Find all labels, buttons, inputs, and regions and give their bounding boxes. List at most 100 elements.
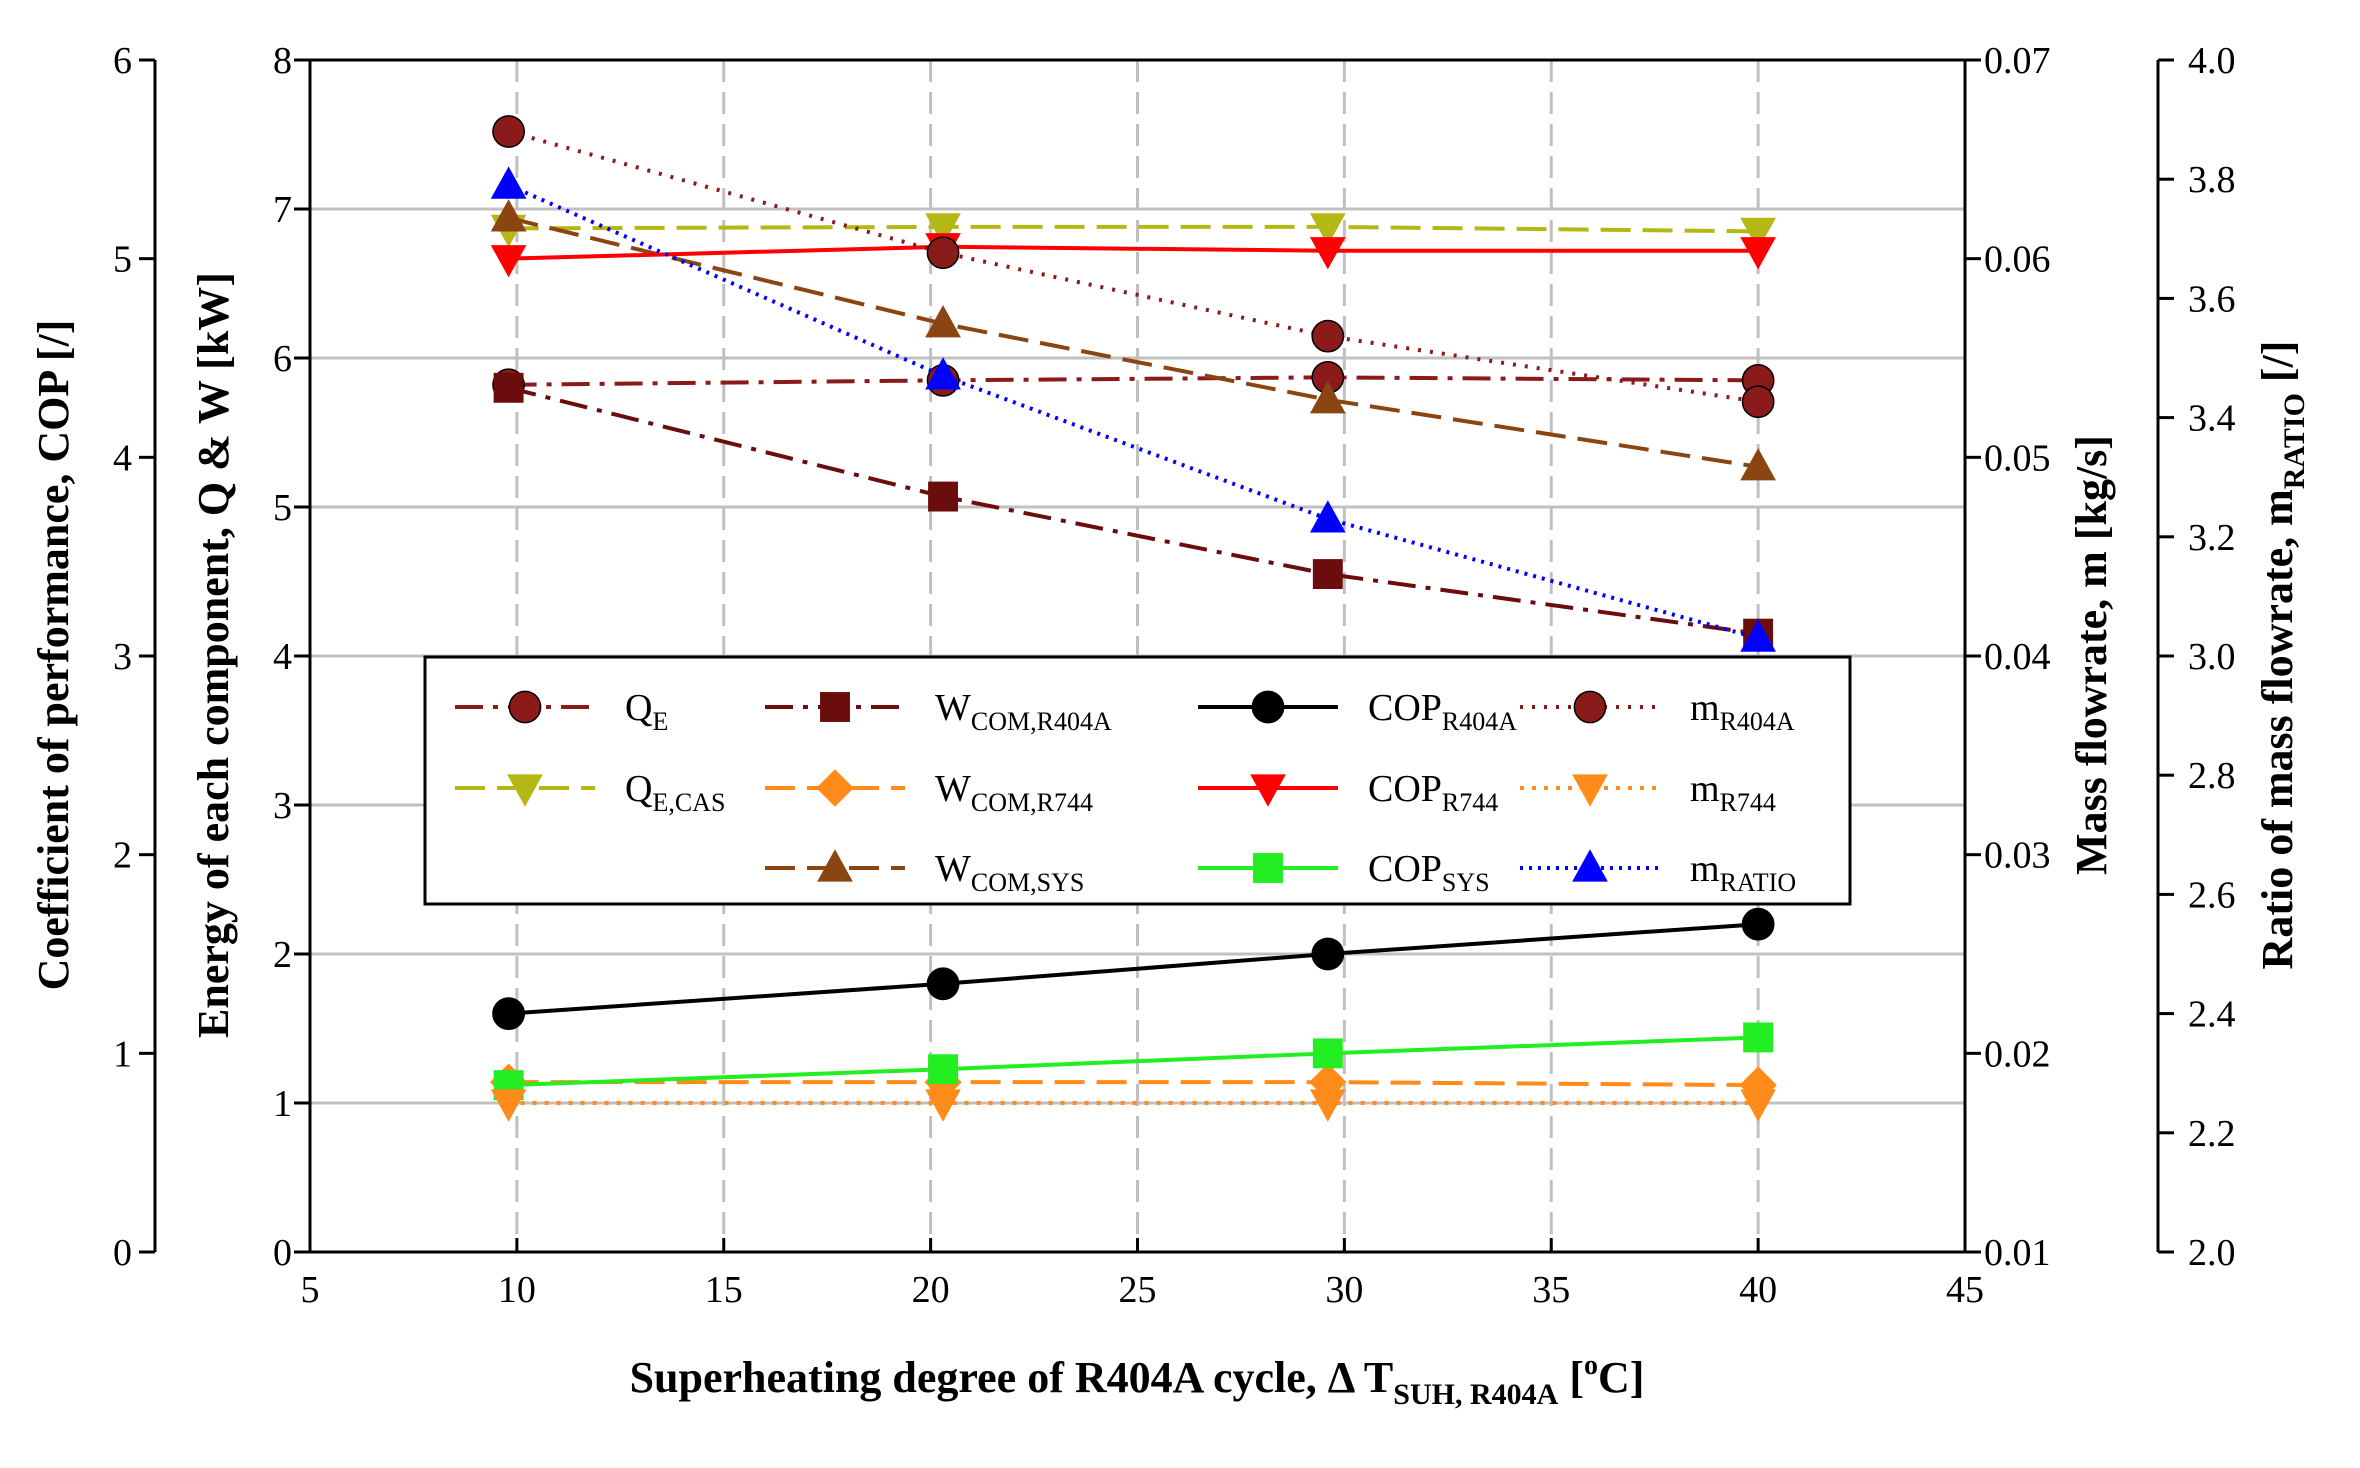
y-axis-qw-title: Energy of each component, Q & W [kW] — [189, 272, 238, 1038]
legend-label-mr744: mR744 — [1690, 768, 1776, 817]
legend-entry-mr744: mR744 — [1520, 768, 1776, 817]
mass-tick-label: 0.06 — [1984, 239, 2051, 281]
data-point-copsys — [928, 1054, 958, 1085]
legend-entry-wr744: WCOM,R744 — [765, 768, 1093, 817]
qw-tick-label: 1 — [273, 1083, 292, 1125]
cop-tick-label: 0 — [113, 1232, 132, 1274]
legend-marker-qe — [508, 690, 542, 724]
cop-tick-label: 4 — [113, 437, 132, 479]
legend-entry-mr404a: mR404A — [1520, 687, 1795, 736]
data-point-mr404a — [1741, 385, 1775, 419]
qw-tick-label: 8 — [273, 40, 292, 82]
data-point-qecas — [1309, 213, 1346, 246]
series-copr404a — [492, 907, 1775, 1030]
data-point-copsys — [1312, 1038, 1343, 1069]
y-axis-cop-title: Coefficient of performance, COP [/] — [29, 320, 78, 991]
x-tick-label: 10 — [498, 1269, 536, 1311]
data-point-mratio — [925, 357, 961, 390]
y-axis-mass-title: Mass flowrate, m [kg/s] — [2067, 435, 2116, 875]
legend-label-wr404a: WCOM,R404A — [935, 687, 1112, 736]
series-qecas — [490, 213, 1776, 251]
legend-label-mr404a: mR404A — [1690, 687, 1795, 736]
data-point-qecas — [925, 213, 961, 246]
series-wr744 — [489, 1063, 1777, 1104]
cop-tick-label: 2 — [113, 835, 132, 877]
data-point-wsys — [490, 199, 527, 232]
series-line-mratio — [507, 183, 1759, 641]
legend-marker-wr404a — [820, 692, 850, 722]
x-tick-label: 45 — [1946, 1269, 1984, 1311]
x-tick-label: 5 — [301, 1269, 320, 1311]
data-point-copr404a — [492, 997, 525, 1030]
series-mratio — [490, 166, 1776, 652]
legend-marker-mr744 — [1572, 774, 1608, 807]
data-point-wr404a — [1312, 559, 1343, 589]
series-wr404a — [493, 372, 1774, 649]
x-tick-label: 35 — [1532, 1269, 1570, 1311]
x-tick-label: 30 — [1325, 1269, 1363, 1311]
qw-tick-label: 5 — [273, 487, 292, 529]
legend-label-copr404a: COPR404A — [1368, 687, 1517, 736]
ratio-tick-label: 3.2 — [2188, 517, 2236, 559]
qw-tick-label: 7 — [273, 189, 292, 231]
ratio-tick-label: 3.6 — [2188, 278, 2236, 320]
legend-entry-mratio: mRATIO — [1520, 848, 1796, 897]
data-point-wr404a — [928, 481, 958, 512]
qw-tick-label: 2 — [273, 934, 292, 976]
cop-tick-label: 5 — [113, 239, 132, 281]
series-line-wr744 — [508, 1080, 1759, 1088]
series-copr744 — [490, 233, 1776, 278]
axes: 5 10 15 20 25 30 35 40 4501234560123456780.010.0… — [113, 40, 2236, 1311]
qw-tick-label: 3 — [273, 785, 292, 827]
data-point-mratio — [490, 166, 527, 199]
mass-tick-label: 0.07 — [1984, 40, 2051, 82]
legend: QE WCOM,R404A COPR404A mR404A QE,CAS WCOM,R74… — [423, 655, 1852, 906]
series-line-qecas — [508, 224, 1759, 234]
series-line-copsys — [508, 1035, 1759, 1088]
data-point-wsys — [1309, 381, 1346, 414]
legend-label-copr744: COPR744 — [1368, 768, 1498, 817]
series-mr744 — [490, 1089, 1776, 1122]
legend-entry-wsys: WCOM,SYS — [765, 848, 1084, 897]
x-tick-label: 40 — [1739, 1269, 1777, 1311]
legend-marker-wsys — [817, 849, 853, 882]
series-line-wr404a — [508, 385, 1759, 636]
legend-marker-mratio — [1572, 849, 1608, 882]
legend-marker-copr404a — [1251, 690, 1285, 724]
mass-tick-label: 0.02 — [1984, 1033, 2051, 1075]
mass-tick-label: 0.01 — [1984, 1232, 2051, 1274]
data-point-copr744 — [1309, 237, 1346, 270]
legend-marker-wr744 — [816, 769, 854, 807]
data-point-copsys — [1743, 1022, 1774, 1053]
series-line-copr404a — [508, 922, 1759, 1016]
ratio-tick-label: 3.4 — [2188, 398, 2236, 440]
legend-entry-copr404a: COPR404A — [1198, 687, 1517, 736]
ratio-tick-label: 3.8 — [2188, 159, 2236, 201]
legend-box — [423, 655, 1852, 906]
data-point-copr404a — [926, 967, 960, 1001]
legend-entry-wr404a: WCOM,R404A — [765, 687, 1112, 736]
mass-tick-label: 0.03 — [1984, 835, 2051, 877]
ratio-tick-label: 2.0 — [2188, 1232, 2236, 1274]
mass-tick-label: 0.04 — [1984, 636, 2051, 678]
legend-label-qe: QE — [625, 687, 668, 736]
data-point-mratio — [1740, 619, 1776, 652]
qw-tick-label: 0 — [273, 1232, 292, 1274]
qw-tick-label: 4 — [273, 636, 292, 678]
ratio-tick-label: 2.4 — [2188, 994, 2236, 1036]
x-tick-label: 20 — [912, 1269, 950, 1311]
legend-label-mratio: mRATIO — [1690, 848, 1796, 897]
series-mr404a — [492, 115, 1775, 419]
legend-label-wr744: WCOM,R744 — [935, 768, 1093, 817]
legend-marker-mr404a — [1573, 690, 1607, 724]
legend-label-copsys: COPSYS — [1368, 848, 1490, 897]
legend-marker-copr744 — [1250, 774, 1286, 807]
x-tick-label: 15 — [705, 1269, 743, 1311]
mass-tick-label: 0.05 — [1984, 437, 2051, 479]
cop-tick-label: 6 — [113, 40, 132, 82]
data-point-wsys — [925, 305, 961, 338]
data-point-wsys — [1740, 448, 1776, 481]
data-point-copr744 — [1740, 237, 1776, 270]
legend-entry-copsys: COPSYS — [1198, 848, 1490, 897]
